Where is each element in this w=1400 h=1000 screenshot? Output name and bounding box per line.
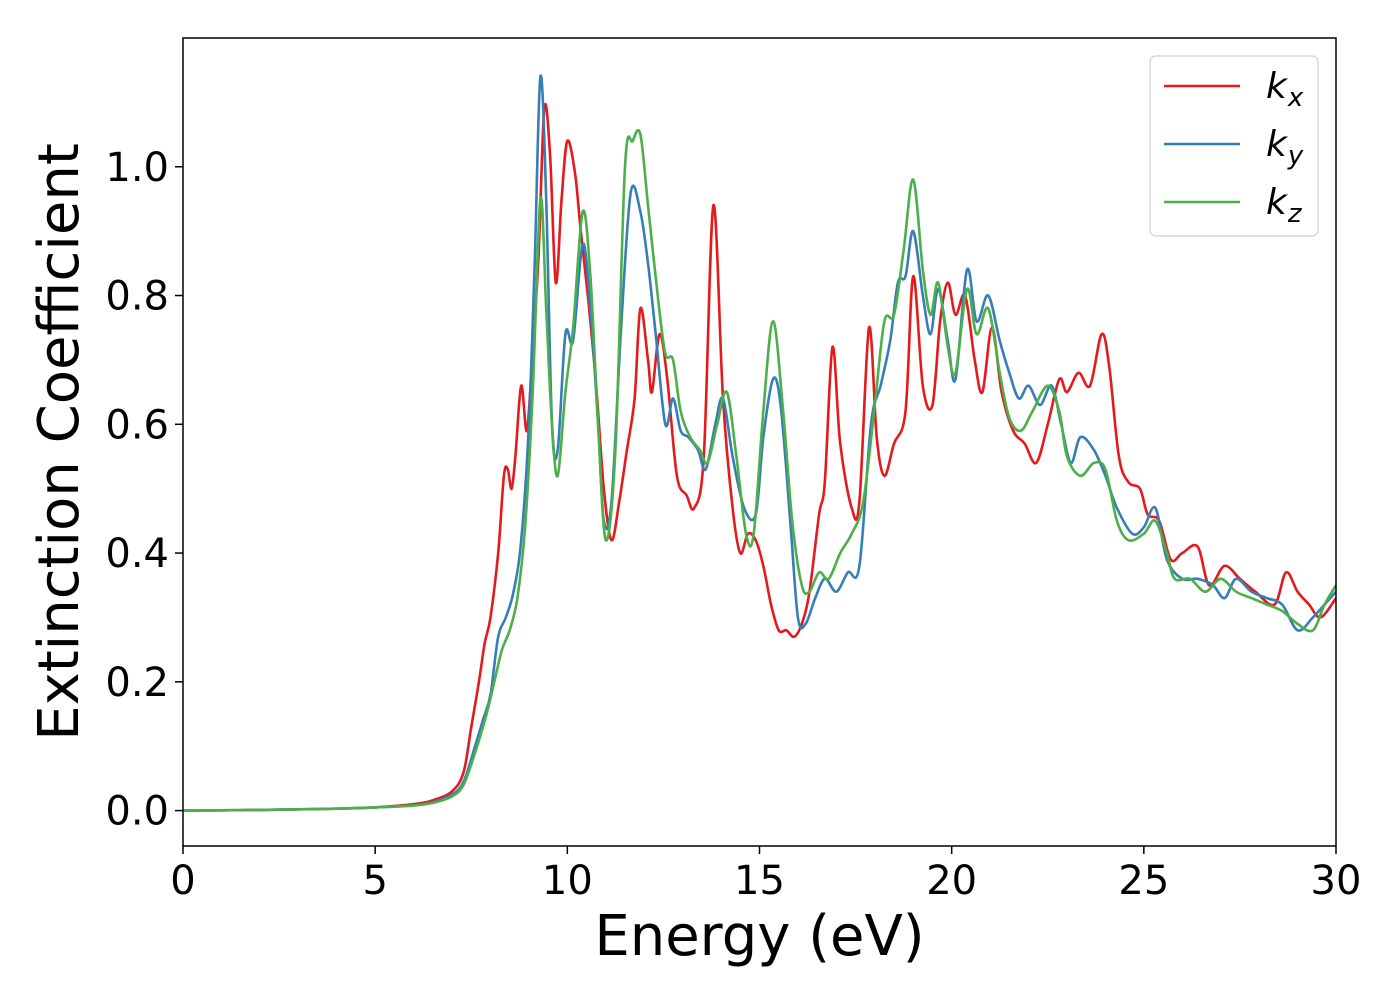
x-tick-label: 25 (1118, 858, 1169, 904)
y-axis: 0.0 0.2 0.4 0.6 0.8 1.0 (105, 145, 183, 835)
x-tick-label: 15 (734, 858, 785, 904)
y-tick-label: 0.4 (105, 531, 169, 577)
y-tick-label: 0.2 (105, 660, 169, 706)
plot-lines (183, 74, 1336, 812)
x-tick-label: 10 (542, 858, 593, 904)
y-tick-label: 0.6 (105, 402, 169, 448)
x-tick-label: 5 (362, 858, 387, 904)
y-tick-label: 1.0 (105, 145, 169, 191)
x-tick-label: 30 (1311, 858, 1362, 904)
x-axis: 0 5 10 15 20 25 30 (170, 846, 1361, 904)
y-axis-title: Extinction Coefficient (27, 143, 92, 741)
x-tick-label: 20 (926, 858, 977, 904)
series-line-kz (183, 128, 1336, 812)
y-tick-label: 0.0 (105, 789, 169, 835)
legend-box (1149, 55, 1319, 237)
y-tick-label: 0.8 (105, 274, 169, 320)
x-axis-title: Energy (eV) (594, 904, 924, 969)
series-line-kx (183, 102, 1336, 812)
x-tick-label: 0 (170, 858, 195, 904)
